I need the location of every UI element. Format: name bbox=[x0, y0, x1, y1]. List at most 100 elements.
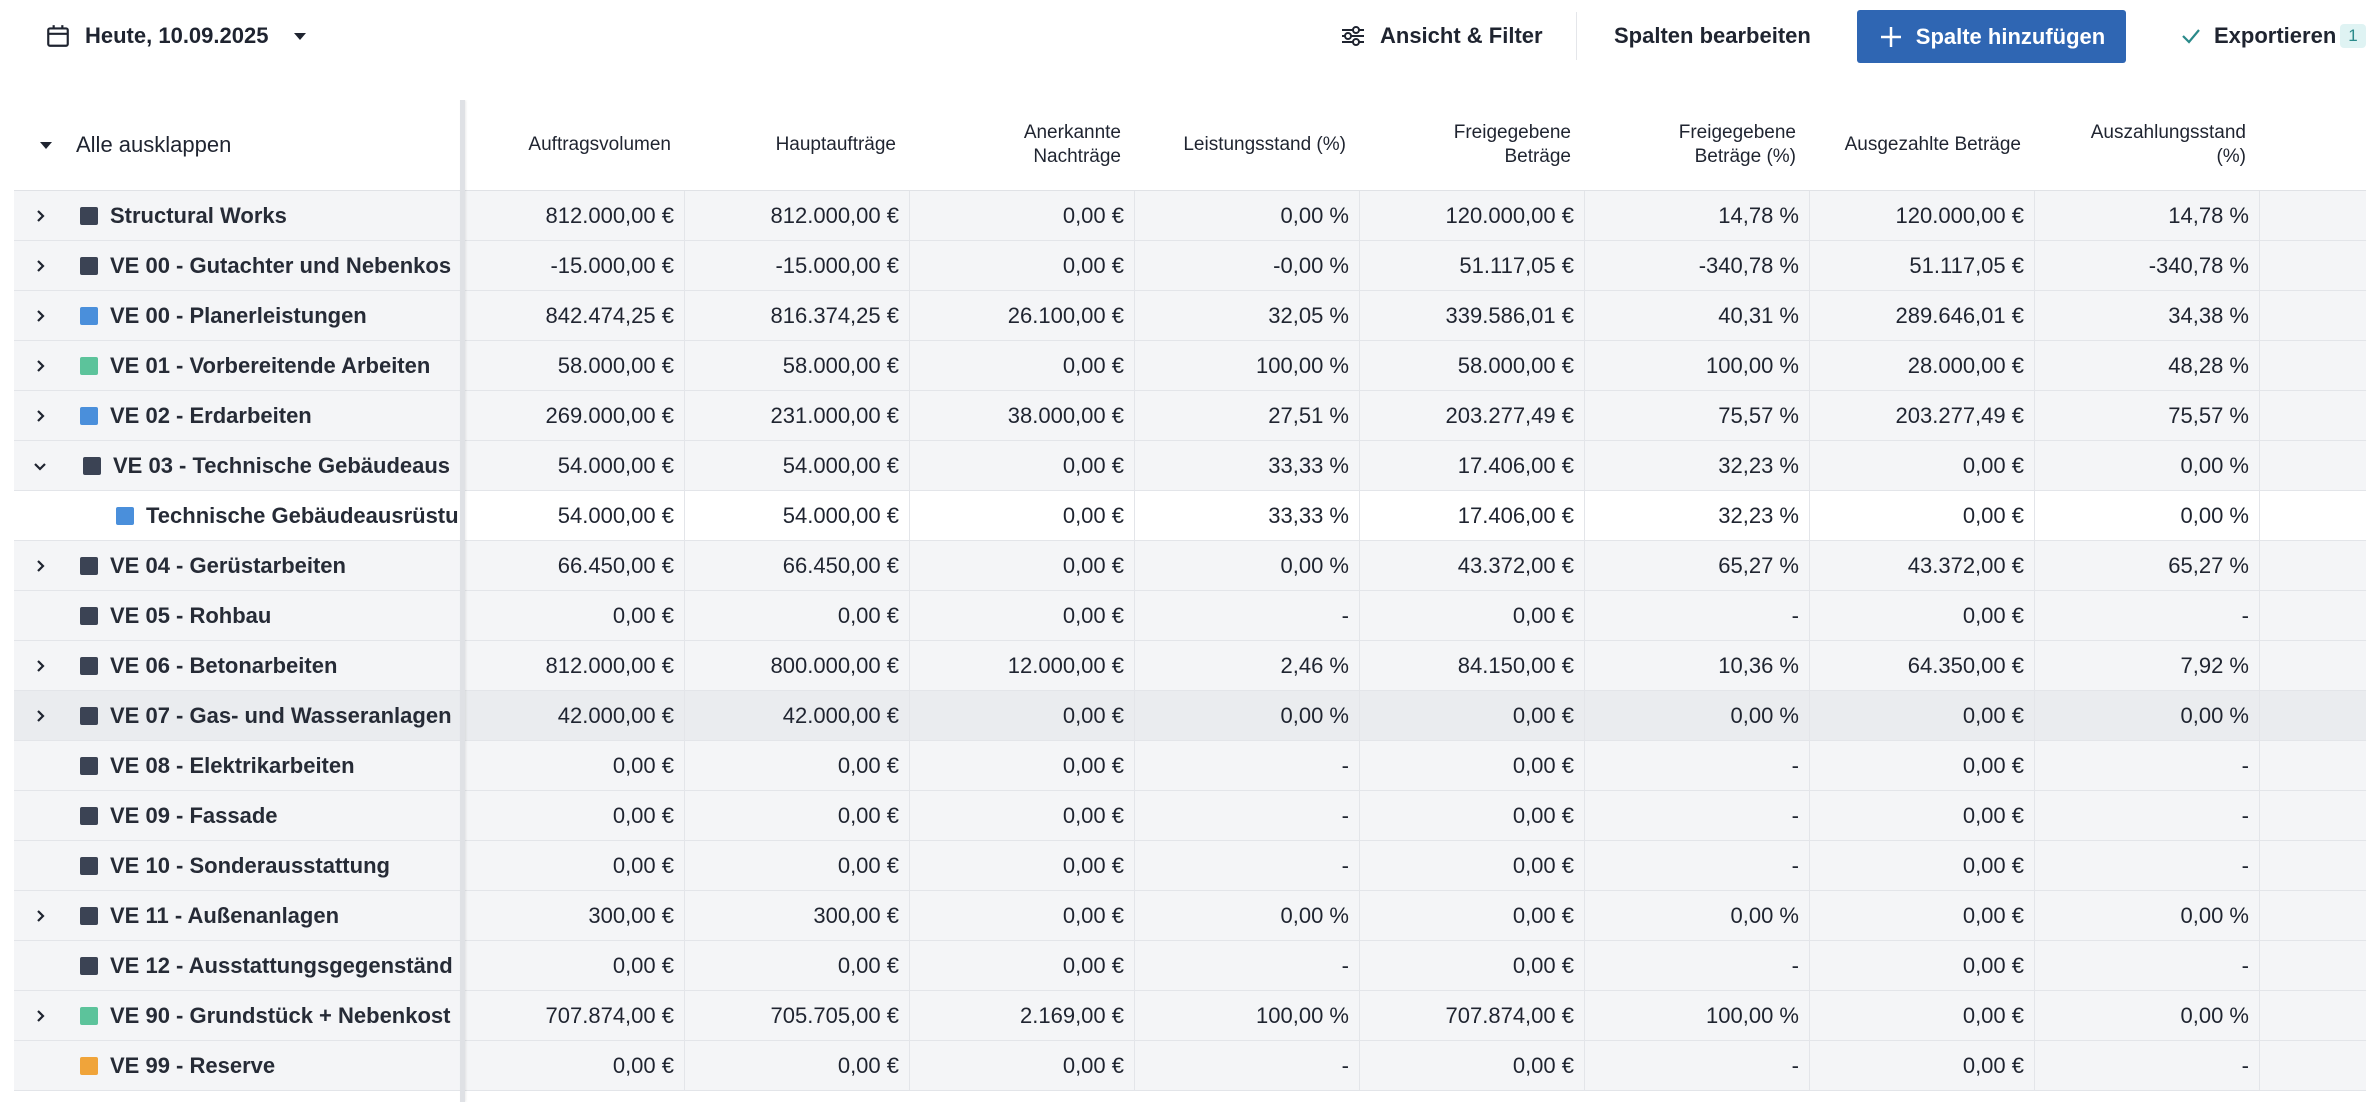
table-row[interactable]: VE 10 - Sonderausstattung 0,00 €0,00 €0,0… bbox=[14, 841, 2366, 891]
table-row[interactable]: VE 00 - Planerleistungen 842.474,25 €816.… bbox=[14, 291, 2366, 341]
row-name: VE 03 - Technische Gebäudeaus bbox=[113, 452, 451, 478]
table-cell: 6 bbox=[2260, 541, 2366, 590]
column-header: Freigegebene Beträge bbox=[1360, 100, 1585, 190]
table: Alle ausklappen Auftragsvolumen Hauptauft… bbox=[14, 100, 2366, 1102]
table-cell bbox=[2260, 191, 2366, 240]
expander-icon[interactable] bbox=[30, 256, 50, 276]
expander-icon[interactable] bbox=[30, 306, 50, 326]
table-cell: 100,00 % bbox=[1585, 341, 1810, 390]
table-cell bbox=[2260, 1041, 2366, 1090]
table-cell: 75,57 % bbox=[1585, 391, 1810, 440]
expander-icon[interactable] bbox=[30, 706, 50, 726]
table-cell bbox=[2260, 491, 2366, 540]
table-cell: 51.117,05 € bbox=[1810, 241, 2035, 290]
separator bbox=[1576, 12, 1577, 60]
row-name-cell: VE 11 - Außenanlagen bbox=[14, 891, 460, 940]
table-cell: 0,00 % bbox=[1585, 691, 1810, 740]
table-cell: 0,00 % bbox=[2035, 691, 2260, 740]
table-cell: 65,27 % bbox=[1585, 541, 1810, 590]
view-filter-button[interactable]: Ansicht & Filter bbox=[1340, 0, 1543, 72]
table-cell: 0,00 % bbox=[2035, 891, 2260, 940]
expander-icon[interactable] bbox=[30, 656, 50, 676]
table-cell: 17.406,00 € bbox=[1360, 441, 1585, 490]
add-column-button[interactable]: Spalte hinzufügen bbox=[1857, 10, 2126, 63]
table-row[interactable]: VE 11 - Außenanlagen 300,00 €300,00 €0,00… bbox=[14, 891, 2366, 941]
table-row[interactable]: VE 04 - Gerüstarbeiten 66.450,00 €66.450,… bbox=[14, 541, 2366, 591]
row-name-cell: Technische Gebäudeausrüstu bbox=[14, 491, 460, 540]
row-name: VE 00 - Gutachter und Nebenkos bbox=[110, 252, 452, 278]
expand-all-label: Alle ausklappen bbox=[76, 132, 232, 157]
table-row[interactable]: VE 03 - Technische Gebäudeaus 54.000,00 €… bbox=[14, 441, 2366, 491]
table-cell: 1.54 bbox=[2260, 791, 2366, 840]
table-cell: 812.000,00 € bbox=[685, 191, 910, 240]
table-row[interactable]: VE 06 - Betonarbeiten 812.000,00 €800.000… bbox=[14, 641, 2366, 691]
table-row[interactable]: VE 99 - Reserve 0,00 €0,00 €0,00 € -0,00 €… bbox=[14, 1041, 2366, 1091]
table-cell: - bbox=[1585, 841, 1810, 890]
table-cell: 0,00 € bbox=[910, 491, 1135, 540]
table-cell: 100,00 % bbox=[1135, 991, 1360, 1040]
expand-all-button[interactable]: Alle ausklappen bbox=[38, 100, 231, 190]
table-cell: - bbox=[2035, 591, 2260, 640]
row-name: VE 05 - Rohbau bbox=[110, 602, 272, 628]
expander-icon[interactable] bbox=[30, 456, 50, 476]
table-cell: 1 bbox=[2260, 891, 2366, 940]
export-button[interactable]: Exportieren bbox=[2180, 0, 2336, 72]
color-indicator bbox=[80, 557, 98, 575]
table-row[interactable]: VE 07 - Gas- und Wasseranlagen 42.000,00 … bbox=[14, 691, 2366, 741]
expander-icon[interactable] bbox=[30, 906, 50, 926]
expander-icon[interactable] bbox=[30, 1006, 50, 1026]
table-cell: - bbox=[1585, 791, 1810, 840]
column-header: Aus bbox=[2260, 100, 2366, 190]
table-cell: 42.000,00 € bbox=[685, 691, 910, 740]
expander-icon[interactable] bbox=[30, 406, 50, 426]
table-cell: 0,00 € bbox=[910, 341, 1135, 390]
table-cell: 0,00 € bbox=[1810, 841, 2035, 890]
row-name: VE 00 - Planerleistungen bbox=[110, 302, 367, 328]
table-cell: 66.450,00 € bbox=[685, 541, 910, 590]
column-header: Ausgezahlte Beträge bbox=[1810, 100, 2035, 190]
table-cell: 339.586,01 € bbox=[1360, 291, 1585, 340]
table-cell: 2 bbox=[2260, 241, 2366, 290]
table-cell: 0,00 € bbox=[685, 1041, 910, 1090]
table-row[interactable]: VE 12 - Ausstattungsgegenständ 0,00 € 0,00… bbox=[14, 941, 2366, 991]
table-row[interactable]: VE 01 - Vorbereitende Arbeiten 58.000,00 … bbox=[14, 341, 2366, 391]
expander-icon[interactable] bbox=[30, 556, 50, 576]
table-row[interactable]: VE 90 - Grundstück + Nebenkost 707.874,00… bbox=[14, 991, 2366, 1041]
table-row[interactable]: VE 09 - Fassade 0,00 €0,00 €0,00 € -0,00 €… bbox=[14, 791, 2366, 841]
view-filter-label: Ansicht & Filter bbox=[1380, 23, 1543, 48]
table-cell: 0,00 € bbox=[1810, 491, 2035, 540]
table-row[interactable]: Technische Gebäudeausrüstu 54.000,00 €54.… bbox=[14, 491, 2366, 541]
row-name: VE 99 - Reserve bbox=[110, 1052, 276, 1078]
table-row[interactable]: Structural Works 812.000,00 €812.000,00 €… bbox=[14, 191, 2366, 241]
expander-icon[interactable] bbox=[30, 356, 50, 376]
table-row[interactable]: VE 08 - Elektrikarbeiten 0,00 €0,00 €0,00… bbox=[14, 741, 2366, 791]
table-cell: 42.000,00 € bbox=[460, 691, 685, 740]
table-cell: 0,00 € bbox=[910, 941, 1135, 990]
table-row[interactable]: VE 00 - Gutachter und Nebenkos -15.000,00… bbox=[14, 241, 2366, 291]
column-header-label: Freigegebene Beträge (%) bbox=[1678, 122, 1796, 167]
expander-icon[interactable] bbox=[30, 206, 50, 226]
column-header: Freigegebene Beträge (%) bbox=[1585, 100, 1810, 190]
table-cell: 64.350,00 € bbox=[1810, 641, 2035, 690]
color-indicator bbox=[80, 357, 98, 375]
table-cell: 58.000,00 € bbox=[1360, 341, 1585, 390]
table-cell: 0,00 € bbox=[1810, 941, 2035, 990]
column-header-label: Anerkannte Nachträge bbox=[1023, 122, 1121, 167]
date-label: Heute, 10.09.2025 bbox=[85, 23, 269, 48]
table-cell: -340,78 % bbox=[1585, 241, 1810, 290]
column-header: Auftragsvolumen bbox=[460, 100, 685, 190]
column-header-label: Auszahlungsstand (%) bbox=[2090, 122, 2246, 167]
table-cell: 0,00 € bbox=[1360, 941, 1585, 990]
table-row[interactable]: VE 02 - Erdarbeiten 269.000,00 €231.000,0… bbox=[14, 391, 2366, 441]
date-picker[interactable]: Heute, 10.09.2025 bbox=[45, 0, 310, 72]
table-cell: 705.705,00 € bbox=[685, 991, 910, 1040]
table-cell: 54.000,00 € bbox=[685, 491, 910, 540]
row-name: VE 12 - Ausstattungsgegenständ bbox=[110, 952, 453, 978]
color-indicator bbox=[83, 457, 101, 475]
table-cell: 0,00 € bbox=[1810, 891, 2035, 940]
edit-columns-button[interactable]: Spalten bearbeiten bbox=[1614, 0, 1811, 72]
table-row[interactable]: VE 05 - Rohbau 0,00 €0,00 €0,00 € -0,00 € -… bbox=[14, 591, 2366, 641]
table-cell: 800.000,00 € bbox=[685, 641, 910, 690]
table-cell: 43.372,00 € bbox=[1360, 541, 1585, 590]
calendar-icon bbox=[47, 25, 69, 47]
